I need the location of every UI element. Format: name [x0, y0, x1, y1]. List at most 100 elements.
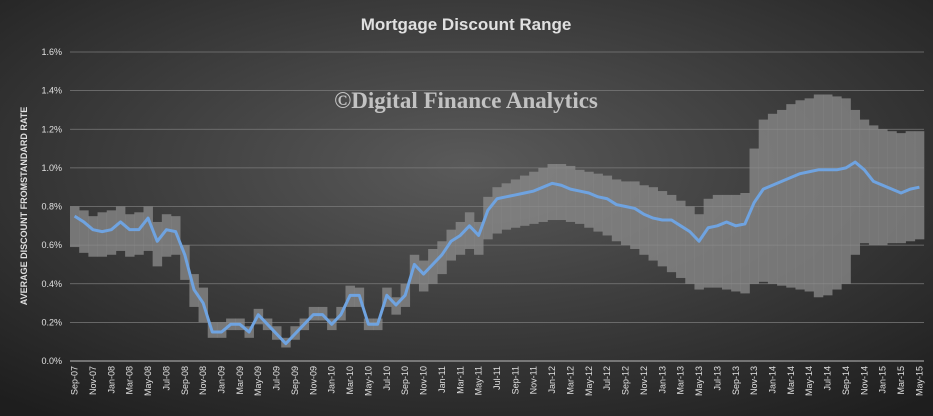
y-tick-label: 1.2%: [41, 124, 62, 134]
x-tick-label: May-15: [914, 366, 924, 396]
x-tick-label: Mar-08: [125, 366, 135, 395]
range-band: [437, 241, 447, 275]
range-band: [464, 212, 475, 249]
range-band: [455, 221, 466, 255]
range-band: [446, 229, 456, 261]
x-tick-label: Jul-11: [492, 366, 502, 390]
x-tick-label: Jan-13: [657, 366, 667, 394]
x-tick-label: Nov-09: [308, 366, 318, 395]
x-tick-label: May-12: [584, 366, 594, 396]
x-tick-label: Jan-09: [217, 366, 227, 394]
x-tick-label: Mar-11: [455, 366, 465, 394]
x-tick-label: Jan-12: [547, 366, 557, 394]
range-band: [859, 119, 870, 244]
x-tick-label: Sep-10: [400, 366, 410, 395]
range-band: [832, 96, 842, 290]
range-band: [666, 194, 677, 273]
x-tick-label: May-10: [363, 366, 373, 396]
x-tick-label: Nov-10: [419, 366, 429, 395]
x-tick-label: Nov-12: [639, 366, 649, 395]
range-band: [474, 221, 484, 255]
range-band: [657, 191, 668, 267]
x-tick-label: Mar-15: [896, 366, 906, 395]
range-band: [125, 214, 135, 257]
y-tick-label: 0.8%: [41, 202, 62, 212]
range-band: [712, 194, 723, 288]
range-band: [547, 164, 557, 221]
range-band: [97, 212, 108, 257]
x-tick-label: Sep-14: [841, 366, 851, 395]
range-band: [685, 206, 695, 284]
range-band: [703, 198, 714, 288]
range-band: [575, 169, 585, 224]
y-tick-label: 0.6%: [41, 240, 62, 250]
y-axis-label: AVERAGE DISCOUNT FROMSTANDARD RATE: [19, 107, 29, 306]
average-line: [73, 160, 920, 346]
range-band: [143, 206, 153, 251]
range-band: [767, 113, 778, 284]
range-band: [79, 210, 89, 253]
range-band: [648, 187, 658, 261]
range-band: [115, 206, 126, 251]
range-band: [88, 216, 98, 257]
x-tick-label: Nov-13: [749, 366, 759, 395]
x-tick-label: Jul-10: [382, 366, 392, 391]
range-band: [905, 131, 916, 242]
range-band: [914, 131, 925, 240]
range-band: [868, 125, 879, 246]
chart-title: Mortgage Discount Range: [361, 15, 572, 34]
range-band: [850, 109, 861, 255]
x-tick-label: Sep-13: [731, 366, 741, 395]
range-band: [501, 183, 512, 230]
x-tick-label: Jul-14: [823, 366, 833, 391]
x-tick-label: Sep-11: [510, 366, 520, 394]
x-tick-label: Mar-10: [345, 366, 355, 395]
x-tick-label: May-13: [694, 366, 704, 396]
y-tick-label: 0.0%: [41, 356, 62, 366]
x-tick-label: Mar-09: [235, 366, 245, 395]
watermark: ©Digital Finance Analytics: [334, 88, 598, 113]
range-band: [758, 119, 769, 282]
x-tick-label: Mar-14: [786, 366, 796, 395]
range-band: [639, 185, 649, 255]
range-band: [134, 212, 144, 255]
range-band: [878, 129, 888, 246]
range-band: [418, 260, 429, 292]
range-band: [529, 171, 539, 224]
x-tick-label: Nov-08: [198, 366, 208, 395]
range-band: [70, 206, 80, 248]
x-tick-label: May-11: [474, 366, 484, 395]
x-tick-label: Jul-08: [161, 366, 171, 391]
range-band: [584, 171, 594, 228]
x-tick-label: Mar-13: [676, 366, 686, 395]
range-band: [721, 194, 732, 290]
range-band: [611, 179, 622, 242]
x-tick-label: Sep-09: [290, 366, 300, 395]
range-band: [813, 94, 824, 298]
x-tick-label: Jan-10: [327, 366, 337, 394]
range-band: [694, 214, 704, 290]
x-tick-label: Sep-08: [180, 366, 190, 395]
range-band: [556, 164, 567, 221]
range-band: [565, 165, 576, 222]
x-tick-label: Jan-11: [437, 366, 447, 393]
range-band: [749, 148, 760, 284]
range-band: [630, 181, 640, 249]
range-band: [804, 98, 815, 292]
x-tick-label: Jan-08: [106, 366, 116, 394]
x-tick-label: Jul-12: [602, 366, 612, 391]
range-band: [740, 192, 750, 294]
range-band: [887, 131, 897, 244]
x-tick-label: May-14: [804, 366, 814, 396]
x-tick-label: Sep-12: [621, 366, 631, 395]
range-band: [538, 167, 548, 222]
y-tick-label: 0.2%: [41, 317, 62, 327]
range-band: [519, 175, 530, 226]
range-band: [841, 98, 851, 284]
range-band: [180, 245, 190, 280]
x-tick-label: Nov-11: [529, 366, 539, 394]
x-tick-label: Jul-13: [712, 366, 722, 391]
x-tick-label: May-08: [143, 366, 153, 396]
range-band: [492, 187, 502, 234]
